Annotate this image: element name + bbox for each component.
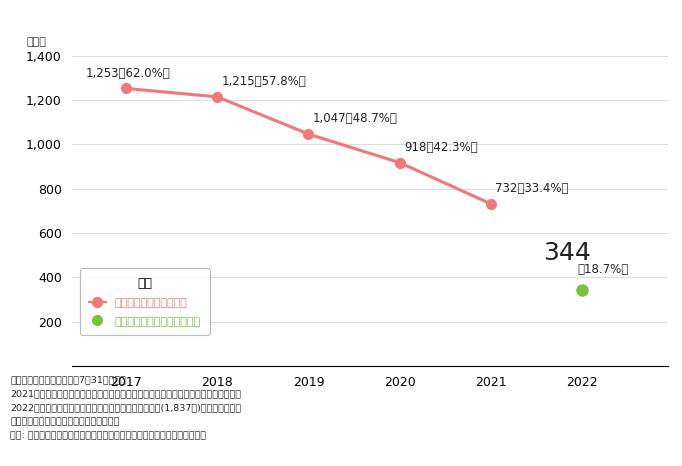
Text: 1,253（62.0%）: 1,253（62.0%） xyxy=(85,67,170,80)
Text: 調査時点は原則として各年7月31日現在。: 調査時点は原則として各年7月31日現在。 xyxy=(10,375,126,384)
Text: 732（33.4%）: 732（33.4%） xyxy=(495,182,569,195)
Text: 344: 344 xyxy=(544,241,591,265)
Text: （18.7%）: （18.7%） xyxy=(577,263,629,276)
Text: 918（42.3%）: 918（42.3%） xyxy=(404,141,478,154)
Text: 女性役員がいないプライム市場上場企業数: 女性役員がいないプライム市場上場企業数 xyxy=(234,15,448,34)
Text: 出典: 東洋経済新報社「役員四季報」及び日本取引所グループホームページ: 出典: 東洋経済新報社「役員四季報」及び日本取引所グループホームページ xyxy=(10,431,206,440)
Text: 2021年以前のカッコ内の数値は各年における第一部市場上場企業全体に占める割合。: 2021年以前のカッコ内の数値は各年における第一部市場上場企業全体に占める割合。 xyxy=(10,389,241,398)
Text: 1,047（48.7%）: 1,047（48.7%） xyxy=(313,112,398,125)
Text: 「役員」は、取締役、監査役及び執行役。: 「役員」は、取締役、監査役及び執行役。 xyxy=(10,417,119,426)
Text: （社）: （社） xyxy=(27,37,47,47)
Text: 1,215（57.8%）: 1,215（57.8%） xyxy=(222,75,307,88)
Text: 2022年のカッコ内の数値はプライム市場上場企業全体(1,837社)に占める割合。: 2022年のカッコ内の数値はプライム市場上場企業全体(1,837社)に占める割合… xyxy=(10,403,241,412)
Legend: 東証一部上場企業の数値, プライム市場上場企業の数値: 東証一部上場企業の数値, プライム市場上場企業の数値 xyxy=(80,268,209,336)
